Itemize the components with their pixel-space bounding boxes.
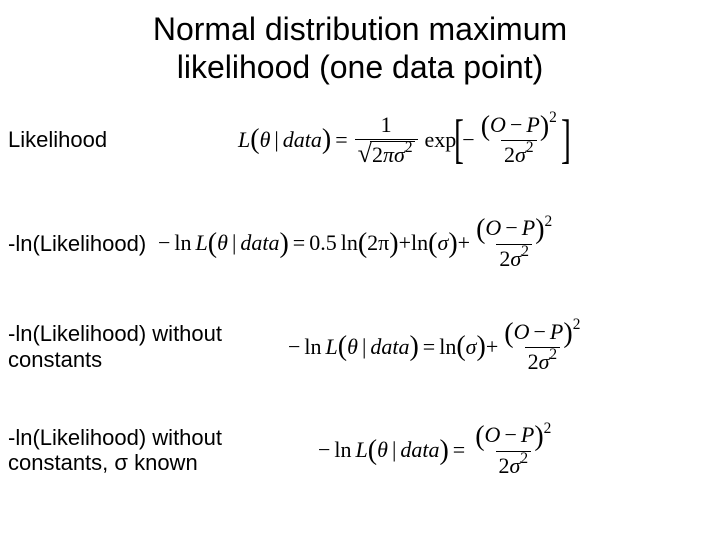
row-nll-sigknown: -ln(Likelihood) without constants, σ kno… (0, 422, 720, 477)
frac-nll: (O−P)2 2σ2 (473, 215, 555, 270)
slide-title: Normal distribution maximum likelihood (… (0, 0, 720, 87)
title-line-2: likelihood (one data point) (177, 49, 543, 85)
rbracket-icon: ] (561, 118, 571, 161)
formula-nll-sigknown: −lnL (θ|data) = (O−P)2 2σ2 (318, 422, 557, 477)
label-nll-noconst: -ln(Likelihood) without constants (8, 321, 238, 372)
row-likelihood: Likelihood L (θ|data) = 1 √ 2πσ2 exp [ − (0, 112, 720, 167)
label-nll: -ln(Likelihood) (8, 231, 158, 256)
frac-exp-arg: (O−P)2 2σ2 (478, 112, 560, 167)
frac-1-over-sqrt: 1 √ 2πσ2 (355, 112, 418, 167)
title-line-1: Normal distribution maximum (153, 11, 567, 47)
formula-likelihood: L (θ|data) = 1 √ 2πσ2 exp [ − (O−P)2 (238, 112, 569, 167)
row-nll: -ln(Likelihood) −lnL (θ|data) = 0.5ln (2… (0, 215, 720, 270)
lparen-icon: ( (250, 127, 259, 152)
rparen-icon: ) (322, 127, 331, 152)
formula-nll: −lnL (θ|data) = 0.5ln (2π) + ln(σ) + (O−… (158, 215, 558, 270)
sym-2pi: 2π (367, 230, 389, 256)
content-rows: Likelihood L (θ|data) = 1 √ 2πσ2 exp [ − (0, 112, 720, 478)
frac-noconst: (O−P)2 2σ2 (501, 319, 583, 374)
label-nll-sigknown: -ln(Likelihood) without constants, σ kno… (8, 425, 238, 476)
lbracket-icon: [ (454, 118, 464, 161)
sym-minus: − (462, 127, 474, 153)
formula-nll-noconst: −lnL (θ|data) = ln(σ) + (O−P)2 2σ2 (288, 319, 586, 374)
sqrt-icon: √ 2πσ2 (358, 141, 415, 167)
radicand: 2πσ2 (370, 141, 415, 167)
row-nll-noconst: -ln(Likelihood) without constants −lnL (… (0, 319, 720, 374)
sym-eq: = (335, 127, 347, 153)
sym-bar: | (274, 127, 278, 153)
slide: Normal distribution maximum likelihood (… (0, 0, 720, 540)
den-2sig2: 2σ2 (501, 140, 537, 167)
frac-sigknown: (O−P)2 2σ2 (472, 422, 554, 477)
sym-exp: exp (425, 127, 457, 153)
sym-data: data (283, 127, 322, 153)
sym-half: 0.5 (309, 230, 337, 256)
num-one: 1 (378, 112, 395, 138)
label-likelihood: Likelihood (8, 127, 238, 152)
den-sqrt: √ 2πσ2 (355, 139, 418, 168)
sym-theta: θ (260, 127, 271, 153)
sym-L: L (238, 127, 250, 153)
sym-ln: ln (174, 230, 191, 256)
num-OP: (O−P)2 (478, 112, 560, 140)
